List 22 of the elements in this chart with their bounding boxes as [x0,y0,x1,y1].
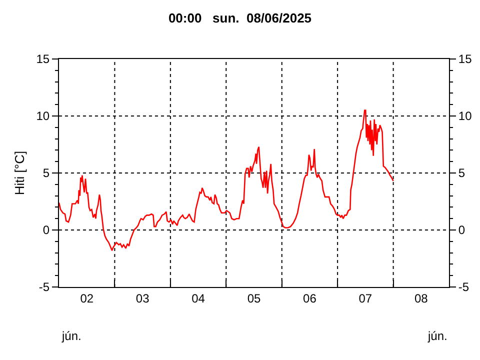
y-axis-title: Hiti [°C] [12,150,28,196]
line-series [59,110,394,252]
x-tick-label: 04 [192,291,206,306]
y2-tick-label: -5 [458,280,470,294]
x-tick-label: 05 [247,291,261,306]
y2-tick-label: 15 [458,52,472,66]
y-tick-label: 0 [42,223,50,238]
y2-tick-label: 10 [458,109,472,124]
text: jún. [427,329,448,343]
x-tick-label: 06 [303,291,317,306]
text: jún. [61,329,82,343]
y-tick-label: 5 [42,166,50,180]
x-tick-label: 03 [136,291,150,306]
y-tick-label: 15 [36,52,50,66]
chart-title: 00:00 sun. 08/06/2025 [168,10,312,26]
x-tick-label: 08 [414,291,428,306]
y2-tick-label: 5 [458,166,466,180]
y2-tick-label: 0 [458,223,466,238]
y-tick-label: -5 [38,280,50,294]
x-tick-label: 07 [358,291,372,306]
y-tick-label: 10 [36,109,50,124]
x-tick-label: 02 [80,291,94,306]
